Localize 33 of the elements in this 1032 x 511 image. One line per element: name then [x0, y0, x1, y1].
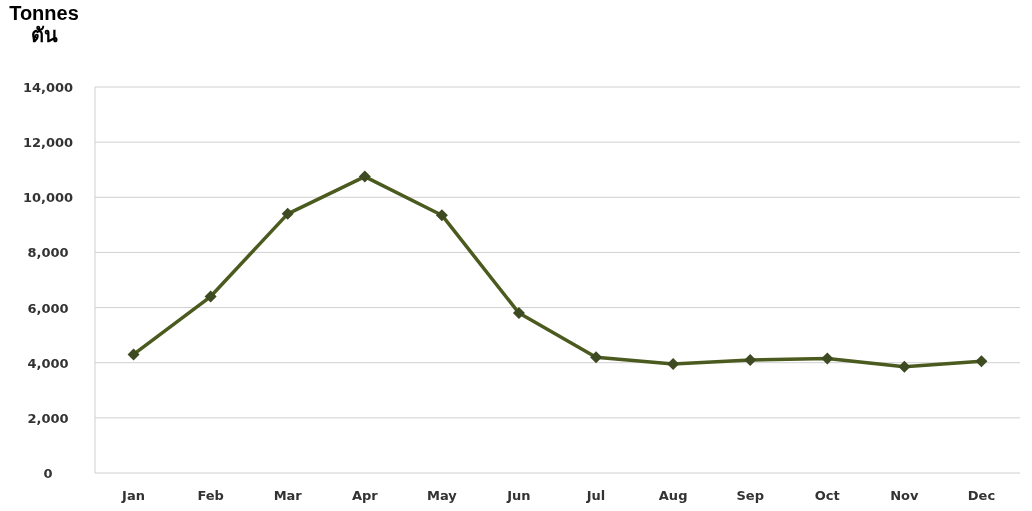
point [281, 207, 294, 220]
x-tick-label: Dec [967, 488, 996, 503]
x-tick-label: Jan [121, 488, 145, 503]
y-tick-label: 10,000 [22, 190, 74, 206]
point [204, 290, 217, 303]
x-tick-label: Oct [814, 488, 840, 503]
y-tick-label: 14,000 [22, 80, 74, 95]
x-tick-label: Mar [273, 488, 303, 503]
point [358, 170, 371, 183]
x-tick-label: Aug [658, 488, 688, 503]
y-tick-label: 0 [43, 466, 53, 481]
x-tick-label: Jun [506, 488, 531, 503]
x-tick-label: Feb [197, 488, 224, 503]
y-tick-label: 6,000 [27, 300, 69, 316]
point [821, 352, 834, 365]
point [435, 209, 448, 222]
x-tick-label: May [426, 488, 458, 503]
y-axis-title: Tonnes ตัน [8, 2, 80, 46]
point [975, 355, 988, 368]
y-tick-label: 8,000 [27, 245, 69, 261]
y-tick-label: 2,000 [27, 410, 69, 426]
x-tick-label: Nov [890, 488, 920, 503]
y-tick-label: 4,000 [27, 355, 69, 371]
y-tick-label: 12,000 [22, 135, 74, 151]
point [127, 348, 140, 361]
x-tick-label: Apr [351, 488, 379, 503]
point [667, 358, 680, 371]
x-tick-label: Sep [736, 488, 764, 503]
point [744, 353, 757, 366]
point [590, 351, 603, 364]
x-tick-label: Jul [585, 488, 606, 503]
point [512, 307, 525, 320]
point [898, 360, 911, 373]
